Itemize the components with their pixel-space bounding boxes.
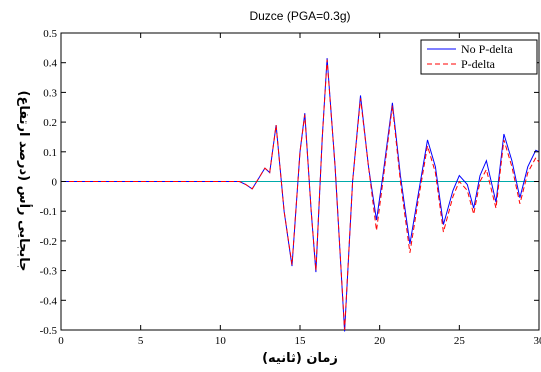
x-tick-label: 30 bbox=[534, 335, 541, 347]
y-tick-label: -0.1 bbox=[40, 206, 57, 218]
x-tick-label: 20 bbox=[374, 335, 386, 347]
x-tick-label: 5 bbox=[138, 335, 144, 347]
x-tick-label: 10 bbox=[215, 335, 227, 347]
y-tick-label: 0.3 bbox=[43, 87, 57, 99]
y-tick-label: -0.3 bbox=[40, 266, 58, 278]
chart-title: Duzce (PGA=0.3g) bbox=[249, 9, 350, 23]
x-axis-label: زمان (ثانیه) bbox=[262, 351, 338, 366]
legend: No P-delta P-delta bbox=[420, 39, 538, 75]
y-axis-label: جابجایی رأس (درصد ارتفاع) bbox=[16, 91, 33, 272]
x-axis-ticks: 0 5 10 15 20 25 30 bbox=[58, 33, 541, 347]
y-tick-label: 0.4 bbox=[43, 58, 57, 70]
y-tick-label: -0.2 bbox=[40, 236, 57, 248]
y-tick-label: 0.1 bbox=[43, 147, 57, 159]
legend-label-no-p-delta: No P-delta bbox=[461, 42, 513, 56]
legend-box bbox=[420, 39, 538, 75]
y-axis-ticks: -0.5 -0.4 -0.3 -0.2 -0.1 0 0.1 0.2 0.3 0.4 0.5 bbox=[40, 28, 539, 337]
y-tick-label: -0.5 bbox=[40, 325, 58, 337]
x-tick-label: 0 bbox=[58, 335, 64, 347]
y-tick-label: -0.4 bbox=[40, 295, 58, 307]
series-line-p-delta bbox=[61, 59, 540, 331]
legend-label-p-delta: P-delta bbox=[461, 57, 496, 71]
y-tick-label: 0 bbox=[52, 177, 58, 189]
y-tick-label: 0.5 bbox=[43, 28, 57, 40]
y-tick-label: 0.2 bbox=[43, 117, 57, 129]
x-tick-label: 25 bbox=[454, 335, 466, 347]
series-group bbox=[61, 58, 540, 332]
x-tick-label: 15 bbox=[295, 335, 307, 347]
